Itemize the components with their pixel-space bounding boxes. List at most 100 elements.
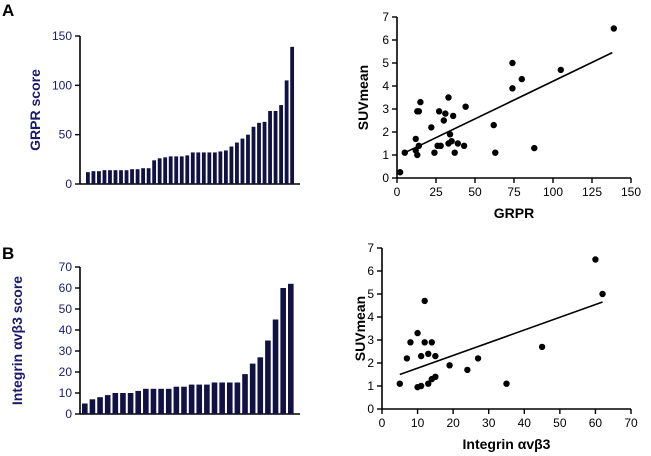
data-point [557,66,564,74]
bar [181,386,187,414]
bar [91,171,96,184]
y-tick-label: 0 [367,402,374,416]
y-tick-label: 6 [382,33,389,47]
y-tick-label: 7 [382,10,389,24]
bar [218,151,223,184]
y-tick-label: 30 [59,344,73,358]
bar [207,152,212,184]
regression-line [404,51,613,154]
data-point [509,59,516,67]
data-point [490,121,497,129]
bar [211,382,218,414]
bar [272,319,279,414]
bar [190,152,195,184]
data-point [428,339,435,346]
bar [188,384,195,414]
bar [89,399,96,414]
bar [143,388,149,414]
bar [112,393,119,414]
x-tick-label: 0 [394,185,401,199]
bar [113,170,118,184]
panel-letter-a: A [2,1,14,20]
panel-letter-b: B [2,244,14,263]
grpr-bar-chart: 0 50 100 150 GRPR score [27,29,300,191]
y-tick-label: 7 [367,241,374,255]
y-tick-label: 60 [59,281,73,295]
data-point [425,380,432,387]
bar [97,171,101,184]
bar [157,158,162,184]
y-tick-label: 2 [382,125,389,139]
bar [290,46,295,184]
bar [135,390,142,414]
bar [196,152,201,184]
bar [124,170,129,184]
x-tick-label: 25 [429,185,443,199]
bar [226,382,233,414]
data-point [610,25,618,32]
y-tick-label: 3 [367,333,374,347]
data-point [431,149,438,156]
bar [119,170,123,184]
data-point [403,355,411,362]
y-tick-label: 50 [59,302,73,316]
x-tick-label: 40 [518,416,532,430]
bar [196,384,203,414]
data-point [396,380,403,387]
x-axis-title: Integrin αvβ3 [463,436,551,452]
bar [280,288,286,414]
x-tick-label: 100 [543,185,563,199]
bar [204,384,210,414]
data-point [428,124,435,131]
x-axis-title: GRPR [494,205,534,221]
data-point [414,151,421,159]
data-point [412,135,419,143]
data-point [449,112,457,120]
bar [246,134,250,184]
x-tick-label: 150 [621,185,641,199]
integrin-bar-chart: 0 10 20 30 40 50 60 70 Integrin αvβ3 score [9,260,300,421]
y-tick-label: 4 [367,310,374,324]
bar [108,170,112,184]
bar [104,395,111,414]
y-tick-label: 2 [367,356,374,370]
bar [185,155,190,184]
data-point [462,103,469,110]
data-point [396,169,404,176]
x-tick-label: 0 [379,416,386,430]
bar [251,126,256,184]
bar [229,146,234,184]
bar [158,388,164,414]
data-point [421,339,428,346]
bar [257,122,261,184]
data-point [538,343,546,351]
y-tick-label: 5 [367,287,374,301]
y-axis-title: Integrin αvβ3 score [9,276,25,405]
data-point [425,350,432,357]
y-tick-label: 0 [65,407,72,421]
data-point [446,362,453,369]
bar [234,382,241,414]
y-axis-title: SUVmean [355,65,371,130]
bar [273,110,278,184]
x-tick-label: 125 [582,185,602,199]
y-tick-label: 0 [382,171,389,185]
y-tick-label: 100 [52,78,72,92]
bar [127,393,134,414]
bar [242,374,248,414]
bar [86,172,90,184]
data-point [492,149,499,156]
bar [130,169,134,184]
data-point [417,98,424,106]
y-tick-label: 0 [65,177,72,191]
bar [168,156,173,184]
bar [219,382,225,414]
data-point [518,75,525,83]
data-point [437,142,444,149]
bar [165,388,172,414]
bar [249,363,256,414]
bar [262,121,267,184]
y-tick-label: 10 [59,386,73,400]
bar [150,388,157,414]
